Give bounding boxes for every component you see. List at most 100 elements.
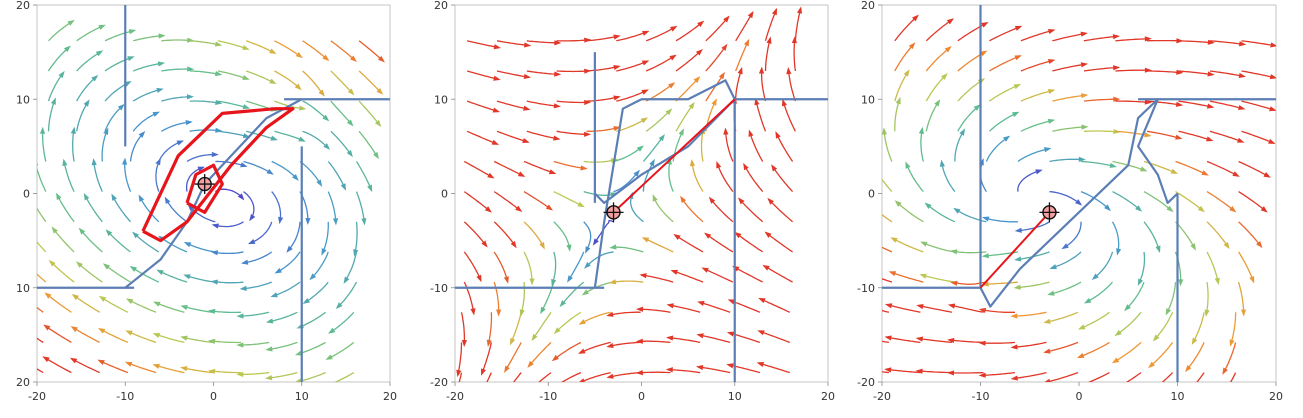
stream-arrowhead [128,29,137,35]
stream-line [925,46,951,72]
nullcline-curve [593,79,736,288]
stream-line [925,73,947,102]
stream-line [496,40,530,47]
stream-line [716,162,734,192]
stream-line [523,221,545,248]
stream-line [1209,130,1243,143]
stream-arrowhead [1175,134,1183,140]
stream-line [243,191,255,220]
stream-arrowhead [125,330,133,336]
stream-arrowhead [678,128,684,136]
stream-line [643,237,674,253]
stream-line [608,311,641,317]
stream-line [165,198,188,223]
stream-arrowhead [884,303,893,309]
stream-line [104,104,124,132]
stream-line [154,301,185,313]
stream-line [1079,311,1110,330]
stream-line [1052,126,1087,132]
stream-line [1175,221,1196,250]
stream-line [989,55,1021,72]
stream-arrowhead [335,302,343,310]
stream-line [556,70,590,73]
stream-arrowhead [1044,378,1051,382]
stream-lines [456,6,803,382]
y-tick-label: 10 [434,93,448,106]
stream-line [642,135,665,162]
stream-arrowhead [1201,170,1209,176]
stream-arrowhead [606,342,614,349]
stream-arrowhead [924,202,932,209]
stream-line [980,371,1016,377]
stream-arrowhead [1229,339,1235,347]
stream-line [702,267,734,283]
stream-arrowhead [554,40,562,46]
stream-arrowhead [1035,169,1043,175]
stream-line [493,221,517,247]
stream-line [182,305,213,313]
stream-line [344,251,358,283]
stream-arrowhead [895,96,901,105]
stream-arrowhead [1176,69,1184,75]
stream-line [882,246,893,253]
stream-arrowhead [1010,375,1018,381]
stream-arrowhead [294,83,302,91]
stream-line [917,337,952,344]
stream-arrowhead [1011,111,1020,118]
stream-line [526,130,559,140]
stream-line [698,334,731,344]
stream-arrowhead [103,127,109,135]
stream-line [1083,66,1119,72]
stream-arrowhead [786,67,792,75]
stream-arrowhead [606,373,614,379]
stream-arrowhead [138,131,146,138]
stream-arrowhead [950,280,958,286]
stream-arrowhead [1144,99,1152,105]
stream-line [353,221,358,255]
stream-arrowhead [748,129,754,137]
stream-arrowhead [592,238,599,246]
stream-arrowhead [515,205,523,213]
stream-arrowhead [668,82,676,89]
stream-arrowhead [487,172,495,179]
stream-line [275,251,301,274]
y-tick-label: 10 [861,93,875,106]
stream-arrowhead [716,161,722,169]
stream-arrowhead [688,101,695,110]
stream-line [127,298,157,313]
stream-arrowhead [1002,135,1011,142]
stream-arrowhead [726,331,735,337]
stream-line [1049,158,1084,163]
stream-arrowhead [1144,132,1152,138]
stream-line [330,40,356,62]
stream-line [642,160,655,192]
stream-arrowhead [1270,42,1276,48]
stream-arrowhead [697,20,705,28]
x-tick-label: 0 [1076,390,1083,403]
stream-line [613,146,643,163]
stream-arrowhead [236,313,244,319]
stream-line [698,301,731,313]
stream-arrowhead [548,169,557,175]
stream-arrowhead [1204,309,1210,317]
stream-arrowhead [346,149,353,158]
x-tick-label: -20 [28,390,46,403]
stream-line [705,44,727,72]
stream-arrowhead [210,279,218,285]
stream-arrowhead [758,66,765,74]
stream-line [554,311,582,334]
stream-arrowhead [1256,241,1263,249]
stream-arrowhead [240,162,248,168]
stream-line [954,129,965,162]
stream-arrowhead [343,276,350,284]
stream-line [705,16,729,42]
stream-line [1229,372,1237,382]
stream-line [37,368,44,374]
stream-arrowhead [1110,386,1117,392]
stream-arrowhead [711,98,717,106]
stream-arrowhead [316,179,323,187]
stream-arrowhead [102,263,110,270]
stream-line [925,203,956,223]
stream-line [466,100,499,113]
stream-line [949,339,984,344]
